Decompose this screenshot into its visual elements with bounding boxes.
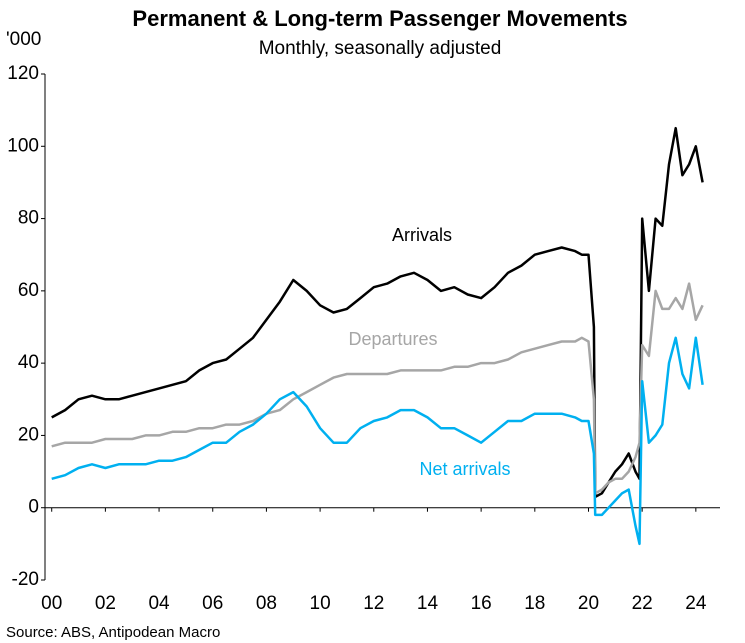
y-tick-label: 60 (18, 280, 39, 301)
series-label: Arrivals (392, 225, 452, 245)
x-tick-label: 12 (363, 593, 384, 614)
y-tick-label: 0 (28, 497, 39, 518)
y-tick-label: 80 (18, 208, 39, 229)
x-tick-label: 16 (471, 593, 492, 614)
y-unit-label: '000 (6, 29, 41, 50)
x-tick-label: 10 (310, 593, 331, 614)
x-tick-label: 22 (632, 593, 653, 614)
x-tick-label: 00 (41, 593, 62, 614)
x-tick-label: 20 (578, 593, 599, 614)
x-tick-label: 06 (202, 593, 223, 614)
y-tick-label: 40 (18, 352, 39, 373)
x-tick-label: 14 (417, 593, 439, 614)
series-label: Departures (348, 329, 437, 349)
y-tick-label: 120 (7, 63, 39, 84)
series-line (51, 336, 704, 546)
x-tick-label: 24 (685, 593, 707, 614)
y-tick-label: 20 (18, 424, 39, 445)
source: Source: ABS, Antipodean Macro (6, 624, 220, 641)
x-tick-label: 02 (95, 593, 116, 614)
x-tick-label: 18 (524, 593, 545, 614)
chart-subtitle: Monthly, seasonally adjusted (259, 38, 502, 59)
series-label: Net arrivals (419, 459, 510, 479)
y-tick-label: 100 (7, 135, 39, 156)
x-tick-label: 08 (256, 593, 277, 614)
series-line (51, 126, 704, 499)
series-line (51, 282, 704, 495)
chart-title: Permanent & Long-term Passenger Movement… (132, 6, 627, 31)
x-tick-label: 04 (148, 593, 170, 614)
y-tick-label: -20 (12, 569, 39, 590)
